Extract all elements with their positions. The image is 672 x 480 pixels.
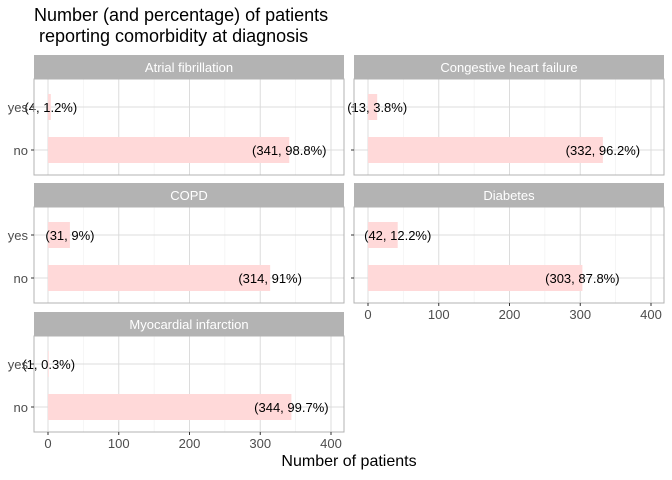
- panel-strip-label: Congestive heart failure: [440, 60, 577, 75]
- x-tick-label: 400: [640, 307, 662, 322]
- bar-yes: [368, 94, 378, 120]
- panel-atrial-fibrillation: Atrial fibrillation (4, 1.2%) (341, 98.8%)…: [8, 55, 345, 176]
- panel-copd: COPD (31, 9%) (314, 91%) yes no: [8, 183, 345, 304]
- data-label: (42, 12.2%): [364, 228, 431, 243]
- x-tick-label: 0: [364, 307, 371, 322]
- data-label: (31, 9%): [45, 228, 94, 243]
- panel-strip: [34, 312, 344, 336]
- x-tick-label: 200: [179, 436, 201, 451]
- x-tick-label: 300: [569, 307, 591, 322]
- panel-congestive-heart-failure: Congestive heart failure (13, 3.8%) (332, …: [347, 55, 665, 176]
- panel-strip-label: Atrial fibrillation: [145, 60, 233, 75]
- panel-strip: [34, 55, 344, 79]
- x-tick-label: 0: [44, 436, 51, 451]
- data-label: (4, 1.2%): [24, 100, 77, 115]
- bar-yes: [48, 351, 49, 377]
- panel-border: [33, 206, 345, 304]
- panel-strip-label: COPD: [170, 188, 208, 203]
- y-tick-label: yes: [8, 100, 29, 115]
- data-label: (332, 96.2%): [566, 143, 640, 158]
- panel-myocardial-infarction: Myocardial infarction (1, 0.3%) (344, 99.7…: [8, 312, 345, 451]
- x-axis-label: Number of patients: [281, 453, 417, 470]
- x-tick-label: 300: [249, 436, 271, 451]
- x-tick-label: 200: [499, 307, 521, 322]
- bar-no: [48, 137, 290, 163]
- bar-yes: [48, 94, 51, 120]
- data-label: (1, 0.3%): [22, 357, 75, 372]
- data-label: (13, 3.8%): [347, 100, 407, 115]
- x-tick-label: 400: [320, 436, 342, 451]
- bar-no: [368, 137, 603, 163]
- chart-title: Number (and percentage) of patients repo…: [34, 5, 329, 46]
- x-tick-label: 100: [428, 307, 450, 322]
- data-label: (303, 87.8%): [545, 271, 619, 286]
- data-label: (314, 91%): [238, 271, 302, 286]
- bar-no: [48, 265, 271, 291]
- panel-strip: [354, 55, 664, 79]
- panel-strip: [34, 183, 344, 207]
- panel-diabetes: Diabetes (42, 12.2%) (303, 87.8%) 0 100 200 30…: [351, 183, 665, 322]
- bar-yes: [48, 222, 70, 248]
- y-tick-label: no: [14, 271, 28, 286]
- panel-border: [33, 78, 345, 176]
- data-label: (344, 99.7%): [254, 400, 328, 415]
- panel-strip-label: Diabetes: [483, 188, 535, 203]
- data-label: (341, 98.8%): [252, 143, 326, 158]
- y-tick-label: yes: [8, 228, 29, 243]
- y-tick-label: no: [14, 143, 28, 158]
- bar-yes: [368, 222, 398, 248]
- y-tick-label: yes: [8, 357, 29, 372]
- panel-strip: [354, 183, 664, 207]
- y-tick-label: no: [14, 400, 28, 415]
- bar-no: [368, 265, 583, 291]
- panel-strip-label: Myocardial infarction: [129, 317, 248, 332]
- x-tick-label: 100: [108, 436, 130, 451]
- bar-no: [48, 394, 292, 420]
- panel-border: [353, 78, 665, 176]
